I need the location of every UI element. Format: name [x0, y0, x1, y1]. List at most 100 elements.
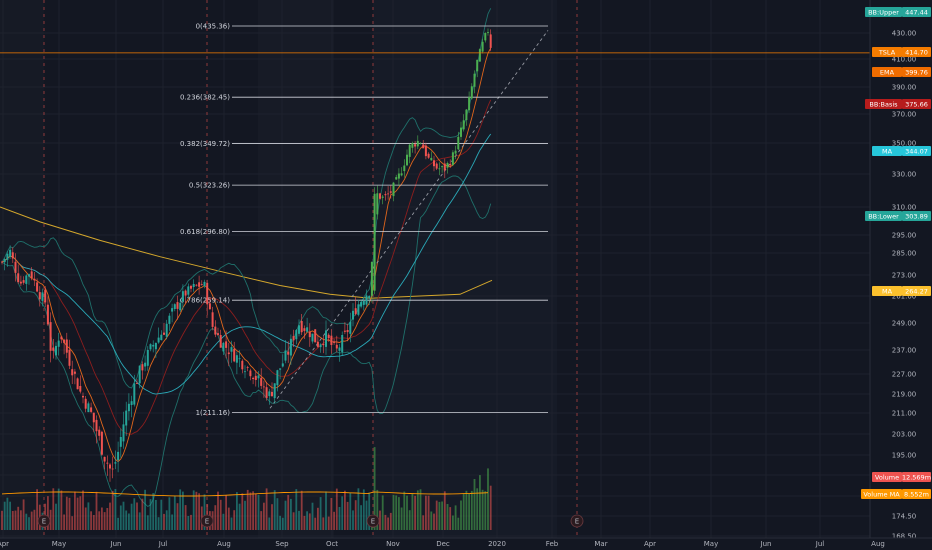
candle-body — [206, 282, 209, 305]
volume-bar — [425, 495, 427, 530]
candle-body — [322, 343, 325, 346]
candle-body — [6, 253, 9, 260]
candle-body — [222, 342, 225, 352]
candle-body — [343, 330, 346, 332]
price-axis-tick: 295.00 — [892, 232, 917, 240]
candle-body — [3, 259, 6, 263]
candle-body — [489, 34, 492, 48]
price-tag-value: 414.70 — [905, 48, 928, 56]
volume-bar — [484, 491, 487, 530]
candle-body — [387, 193, 390, 195]
volume-bar — [306, 511, 308, 530]
candle-body — [289, 338, 292, 356]
candle-body — [117, 451, 120, 461]
candle-body — [111, 468, 114, 470]
candle-body — [28, 274, 30, 277]
volume-bar — [263, 502, 265, 530]
volume-bar — [443, 491, 446, 530]
price-tag-label-bg — [872, 472, 902, 482]
volume-bar — [273, 490, 276, 530]
candle-body — [435, 163, 438, 169]
candle-body — [168, 315, 171, 324]
candle-body — [192, 284, 195, 287]
price-axis-tick: 237.00 — [892, 347, 917, 355]
candle-body — [82, 395, 84, 398]
volume-bar — [384, 514, 387, 530]
candles — [1, 28, 492, 482]
volume-bar — [225, 495, 227, 530]
volume-bar — [387, 517, 389, 530]
price-tag-label: MA — [882, 287, 893, 295]
candle-body — [403, 165, 406, 172]
price-tag-value: 375.66 — [905, 100, 928, 108]
fib-level-label: 0.236(382.45) — [180, 94, 230, 102]
volume-bar — [187, 516, 190, 530]
candle-body — [14, 261, 17, 273]
price-tag-value-bg — [902, 286, 931, 296]
candle-body — [395, 177, 398, 180]
volume-bar — [457, 517, 460, 530]
volume-bar — [138, 512, 141, 530]
candle-body — [411, 143, 414, 148]
candle-body — [341, 335, 344, 353]
candle-body — [433, 160, 435, 167]
volume-bar — [438, 501, 441, 530]
volume-bar — [468, 494, 470, 530]
candle-body — [200, 284, 203, 285]
candle-body — [109, 464, 111, 469]
candle-body — [449, 163, 452, 166]
candle-body — [22, 280, 25, 283]
price-tag-value-bg — [902, 211, 931, 221]
volume-bar — [28, 517, 30, 530]
candle-body — [279, 368, 282, 370]
price-tag-value-bg — [902, 67, 931, 77]
price-axis-tick: 168.50 — [892, 533, 917, 541]
session-shade — [258, 0, 334, 538]
volume-bar — [101, 507, 103, 530]
candle-body — [190, 285, 192, 289]
price-tag-label-bg — [865, 211, 902, 221]
volume-bar — [435, 500, 438, 530]
candle-body — [416, 140, 419, 147]
candle-body — [465, 109, 468, 121]
price-tag-value-bg — [902, 7, 931, 17]
candle-body — [389, 191, 392, 193]
fib-level-label: 1(211.16) — [196, 409, 231, 417]
price-axis-tick: 195.00 — [892, 452, 917, 460]
candle-body — [300, 321, 303, 333]
volume-bar — [141, 498, 144, 530]
volume-bar — [36, 489, 38, 530]
candle-body — [408, 144, 411, 157]
candle-body — [335, 344, 338, 349]
price-tag-value: 344.07 — [905, 147, 928, 155]
volume-bar — [103, 512, 106, 530]
candle-body — [298, 325, 300, 334]
volume-bar — [395, 495, 398, 530]
volume-bar — [3, 501, 6, 530]
candle-body — [154, 343, 157, 350]
volume-bar — [109, 502, 111, 530]
volume-bar — [414, 495, 416, 530]
candle-body — [46, 304, 49, 325]
time-axis-tick: Dec — [436, 540, 450, 548]
candle-body — [19, 281, 22, 284]
candle-body — [33, 278, 36, 281]
candle-body — [141, 364, 144, 371]
candle-body — [119, 437, 122, 447]
candle-body — [41, 292, 44, 301]
candle-body — [17, 273, 20, 283]
earnings-marker — [366, 514, 380, 528]
volume-bar — [276, 498, 279, 530]
volume-bar — [198, 493, 200, 530]
volume-bar — [65, 496, 68, 530]
volume-bar — [249, 492, 252, 530]
candle-body — [430, 157, 433, 161]
volume-bar — [146, 515, 149, 530]
volume-bar — [281, 517, 284, 530]
candle-body — [211, 312, 214, 327]
volume-bar — [284, 500, 287, 530]
candle-body — [38, 292, 41, 300]
volume-bar — [473, 479, 476, 530]
